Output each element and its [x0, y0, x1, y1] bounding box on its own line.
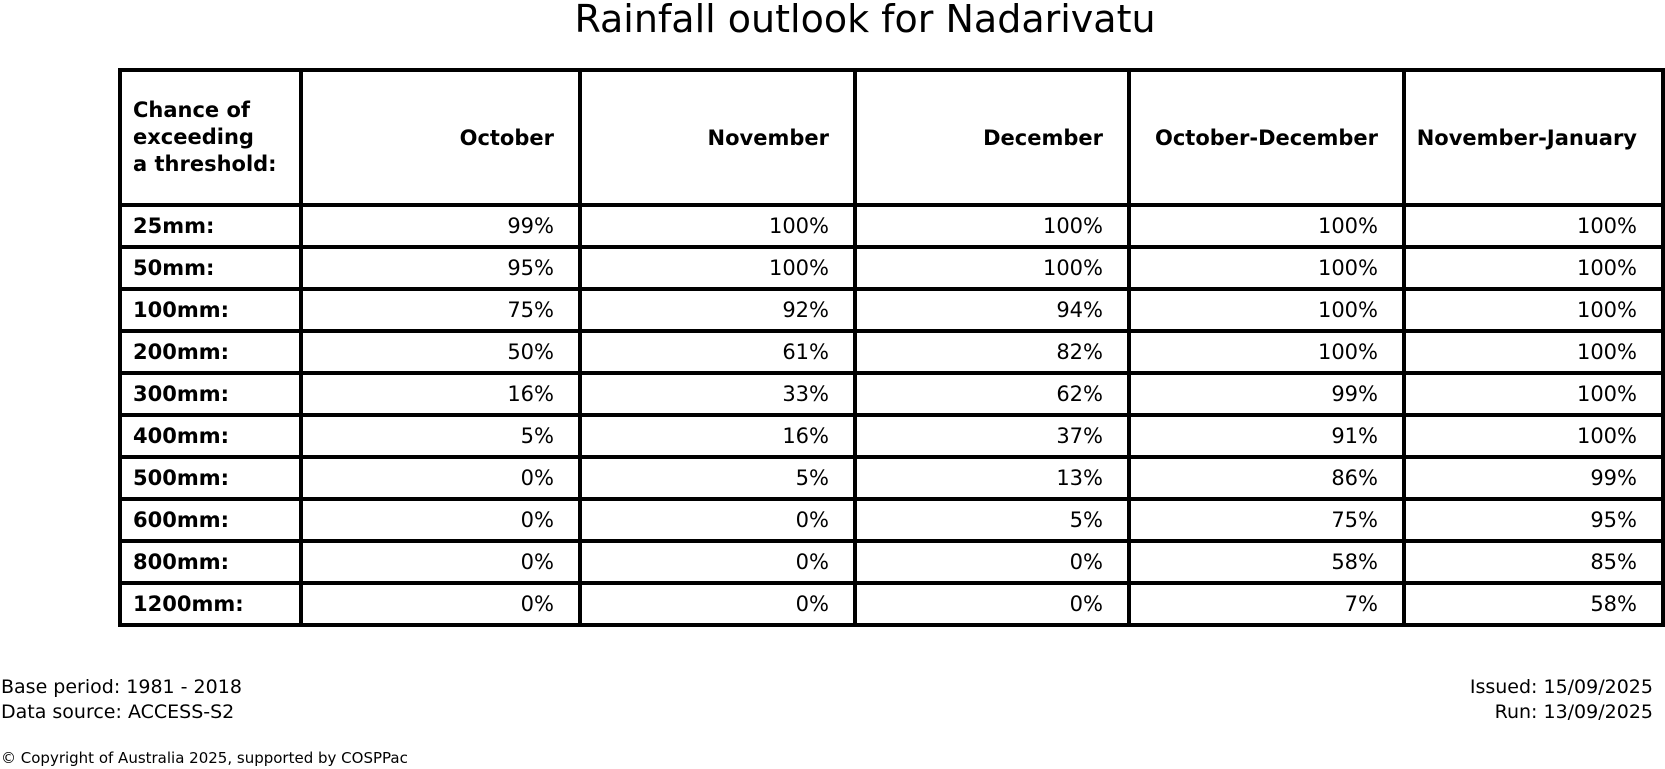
table-row-800mm: 800mm: 0% 0% 0% 58% 85% — [118, 539, 1665, 585]
cell-500mm-october: 0% — [299, 455, 582, 501]
footer-right: Issued: 15/09/2025 Run: 13/09/2025 — [1470, 675, 1653, 725]
cell-1200mm-oct-dec: 7% — [1127, 581, 1406, 627]
column-header-october: October — [299, 68, 582, 207]
cell-200mm-october: 50% — [299, 329, 582, 375]
cell-800mm-december: 0% — [853, 539, 1131, 585]
cell-400mm-december: 37% — [853, 413, 1131, 459]
row-label-100mm: 100mm: — [118, 287, 303, 333]
issued-text: Issued: 15/09/2025 — [1469, 676, 1653, 698]
rainfall-outlook-table: Chance of exceeding a threshold: October… — [118, 68, 1665, 627]
cell-200mm-nov-jan: 100% — [1402, 329, 1665, 375]
cell-50mm-november: 100% — [578, 245, 857, 291]
corner-header: Chance of exceeding a threshold: — [118, 68, 303, 207]
cell-600mm-december: 5% — [853, 497, 1131, 543]
cell-600mm-oct-dec: 75% — [1127, 497, 1406, 543]
cell-100mm-october: 75% — [299, 287, 582, 333]
cell-600mm-november: 0% — [578, 497, 857, 543]
cell-300mm-december: 62% — [853, 371, 1131, 417]
base-period-text: Base period: 1981 - 2018 — [1, 676, 242, 698]
cell-25mm-november: 100% — [578, 203, 857, 249]
cell-1200mm-november: 0% — [578, 581, 857, 627]
table-row-100mm: 100mm: 75% 92% 94% 100% 100% — [118, 287, 1665, 333]
row-label-300mm: 300mm: — [118, 371, 303, 417]
column-header-november: November — [578, 68, 857, 207]
cell-500mm-nov-jan: 99% — [1402, 455, 1665, 501]
cell-1200mm-nov-jan: 58% — [1402, 581, 1665, 627]
cell-200mm-december: 82% — [853, 329, 1131, 375]
cell-800mm-nov-jan: 85% — [1402, 539, 1665, 585]
cell-400mm-october: 5% — [299, 413, 582, 459]
cell-800mm-november: 0% — [578, 539, 857, 585]
cell-500mm-december: 13% — [853, 455, 1131, 501]
row-label-200mm: 200mm: — [118, 329, 303, 375]
row-label-50mm: 50mm: — [118, 245, 303, 291]
cell-25mm-oct-dec: 100% — [1127, 203, 1406, 249]
row-label-800mm: 800mm: — [118, 539, 303, 585]
cell-500mm-november: 5% — [578, 455, 857, 501]
cell-200mm-november: 61% — [578, 329, 857, 375]
cell-100mm-december: 94% — [853, 287, 1131, 333]
row-label-400mm: 400mm: — [118, 413, 303, 459]
column-header-october-december: October-December — [1127, 68, 1406, 207]
run-text: Run: 13/09/2025 — [1494, 701, 1653, 723]
table-row-25mm: 25mm: 99% 100% 100% 100% 100% — [118, 203, 1665, 249]
cell-25mm-december: 100% — [853, 203, 1131, 249]
cell-50mm-oct-dec: 100% — [1127, 245, 1406, 291]
column-header-december: December — [853, 68, 1131, 207]
table-row-400mm: 400mm: 5% 16% 37% 91% 100% — [118, 413, 1665, 459]
footer-left: Base period: 1981 - 2018 Data source: AC… — [1, 675, 242, 725]
cell-1200mm-december: 0% — [853, 581, 1131, 627]
cell-25mm-nov-jan: 100% — [1402, 203, 1665, 249]
copyright-text: © Copyright of Australia 2025, supported… — [1, 749, 408, 767]
table-header-row: Chance of exceeding a threshold: October… — [118, 68, 1665, 207]
cell-100mm-november: 92% — [578, 287, 857, 333]
cell-500mm-oct-dec: 86% — [1127, 455, 1406, 501]
cell-600mm-nov-jan: 95% — [1402, 497, 1665, 543]
cell-50mm-nov-jan: 100% — [1402, 245, 1665, 291]
table-row-300mm: 300mm: 16% 33% 62% 99% 100% — [118, 371, 1665, 417]
column-header-november-january: November-January — [1402, 68, 1665, 207]
row-label-1200mm: 1200mm: — [118, 581, 303, 627]
cell-800mm-october: 0% — [299, 539, 582, 585]
cell-400mm-nov-jan: 100% — [1402, 413, 1665, 459]
data-source-text: Data source: ACCESS-S2 — [1, 701, 235, 723]
table-row-1200mm: 1200mm: 0% 0% 0% 7% 58% — [118, 581, 1665, 627]
cell-800mm-oct-dec: 58% — [1127, 539, 1406, 585]
table-row-500mm: 500mm: 0% 5% 13% 86% 99% — [118, 455, 1665, 501]
cell-50mm-december: 100% — [853, 245, 1131, 291]
cell-1200mm-october: 0% — [299, 581, 582, 627]
cell-600mm-october: 0% — [299, 497, 582, 543]
cell-400mm-oct-dec: 91% — [1127, 413, 1406, 459]
cell-300mm-november: 33% — [578, 371, 857, 417]
cell-300mm-oct-dec: 99% — [1127, 371, 1406, 417]
row-label-500mm: 500mm: — [118, 455, 303, 501]
table-row-50mm: 50mm: 95% 100% 100% 100% 100% — [118, 245, 1665, 291]
cell-100mm-oct-dec: 100% — [1127, 287, 1406, 333]
cell-50mm-october: 95% — [299, 245, 582, 291]
table-row-200mm: 200mm: 50% 61% 82% 100% 100% — [118, 329, 1665, 375]
cell-100mm-nov-jan: 100% — [1402, 287, 1665, 333]
cell-400mm-november: 16% — [578, 413, 857, 459]
cell-25mm-october: 99% — [299, 203, 582, 249]
cell-300mm-nov-jan: 100% — [1402, 371, 1665, 417]
row-label-600mm: 600mm: — [118, 497, 303, 543]
table-row-600mm: 600mm: 0% 0% 5% 75% 95% — [118, 497, 1665, 543]
cell-200mm-oct-dec: 100% — [1127, 329, 1406, 375]
cell-300mm-october: 16% — [299, 371, 582, 417]
row-label-25mm: 25mm: — [118, 203, 303, 249]
page-title: Rainfall outlook for Nadarivatu — [574, 0, 1156, 41]
